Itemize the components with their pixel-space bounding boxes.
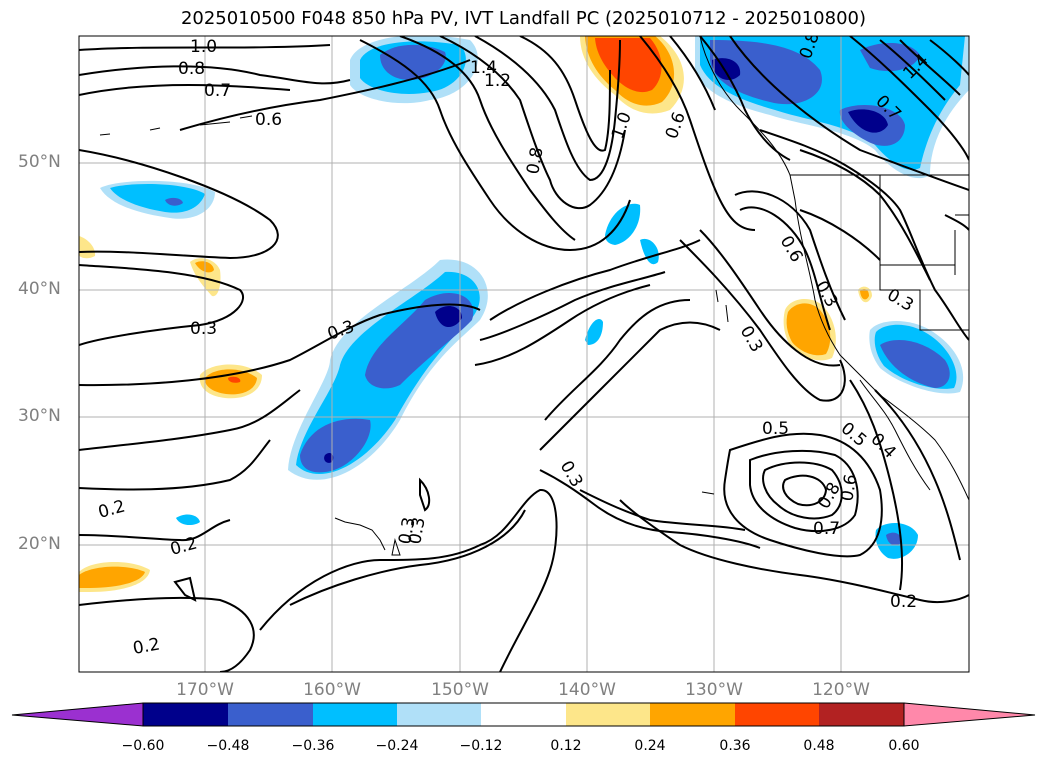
pv-positive-region: [786, 303, 831, 356]
pv-negative-region: [880, 340, 950, 388]
colorbar-tick-label: −0.60: [121, 738, 165, 754]
colorbar-tick-label: 0.36: [719, 738, 751, 754]
colorbar-segment: [313, 703, 397, 726]
colorbar-tick-label: 0.24: [634, 738, 666, 754]
contour-label: 0.8: [178, 59, 205, 79]
colorbar-tick-label: −0.48: [206, 738, 250, 754]
colorbar-segment: [735, 703, 819, 726]
pv-negative-region: [886, 532, 902, 546]
pv-positive-region: [595, 38, 662, 93]
colorbar-tick-label: 0.48: [803, 738, 835, 754]
pv-negative-region: [640, 238, 659, 265]
pv-negative-region: [300, 418, 371, 473]
contour-label: 0.7: [204, 81, 231, 101]
lon-label: 160°W: [303, 680, 361, 700]
contour-label: 1.0: [190, 37, 217, 57]
contour-label: 0.5: [762, 419, 789, 439]
contour-label: 0.3: [395, 516, 419, 546]
pv-negative-region: [605, 203, 641, 245]
pv-positive-region: [860, 288, 869, 300]
colorbar-tick-label: −0.24: [375, 738, 419, 754]
colorbar-tick-label: 0.12: [550, 738, 582, 754]
pv-negative-region: [176, 514, 200, 526]
colorbar-segment: [566, 703, 650, 726]
colorbar-segment: [397, 703, 481, 726]
colorbar-segment: [650, 703, 735, 726]
colorbar-segment: [481, 703, 566, 726]
pv-negative-region: [712, 58, 741, 80]
pv-negative-region: [710, 40, 822, 105]
pv-positive-region: [228, 376, 241, 383]
lat-label: 50°N: [18, 152, 61, 172]
contour-label: 0.7: [813, 519, 840, 539]
colorbar-tick-label: −0.36: [291, 738, 335, 754]
coastlines: [99, 36, 969, 556]
map-frame: [78, 35, 970, 673]
pv-negative-region: [860, 43, 920, 72]
colorbar-tick-label: 0.60: [888, 738, 920, 754]
contour-label: 0.6: [837, 473, 861, 503]
pv-negative-region: [324, 452, 334, 463]
lat-label: 40°N: [18, 279, 61, 299]
colorbar-segment: [143, 703, 228, 726]
contour-label: 0.3: [190, 319, 217, 339]
contour-label: 0.3: [405, 516, 429, 546]
lon-label: 150°W: [431, 680, 489, 700]
lon-label: 130°W: [685, 680, 743, 700]
contour-label: 1.2: [484, 71, 511, 91]
colorbar-tick-label: −0.12: [459, 738, 503, 754]
colorbar-segment: [819, 703, 904, 726]
contour-label: 0.8: [523, 146, 547, 176]
map-title: 2025010500 F048 850 hPa PV, IVT Landfall…: [180, 8, 867, 29]
pv-negative-region: [165, 197, 183, 206]
pv-negative-region: [110, 184, 205, 213]
lat-label: 20°N: [18, 534, 61, 554]
lon-label: 170°W: [176, 680, 234, 700]
lat-label: 30°N: [18, 406, 61, 426]
pv-negative-region: [380, 44, 446, 80]
map-area: 1.0 0.8 0.7 0.6 1.4 1.2 0.8 1.0 0.6 0.8 …: [79, 36, 969, 672]
colorbar: [11, 702, 1036, 727]
pv-negative-region: [435, 306, 462, 328]
pv-positive-region: [79, 566, 145, 588]
lon-label: 140°W: [558, 680, 616, 700]
lon-label: 120°W: [812, 680, 870, 700]
pv-negative-region: [848, 109, 888, 133]
gridlines: [79, 36, 969, 672]
colorbar-extend-high: [903, 702, 1036, 727]
contour-label: 1.4: [470, 58, 497, 78]
contour-label: 0.2: [890, 592, 917, 612]
contour-lines: [79, 36, 969, 672]
colorbar-extend-low: [11, 702, 144, 727]
contour-label: 0.6: [255, 110, 282, 130]
contour-labels: 1.0 0.8 0.7 0.6 1.4 1.2 0.8 1.0 0.6 0.8 …: [96, 36, 933, 659]
contour-label: 0.2: [131, 635, 161, 659]
colorbar-segment: [228, 703, 313, 726]
pv-negative-region: [585, 319, 603, 345]
